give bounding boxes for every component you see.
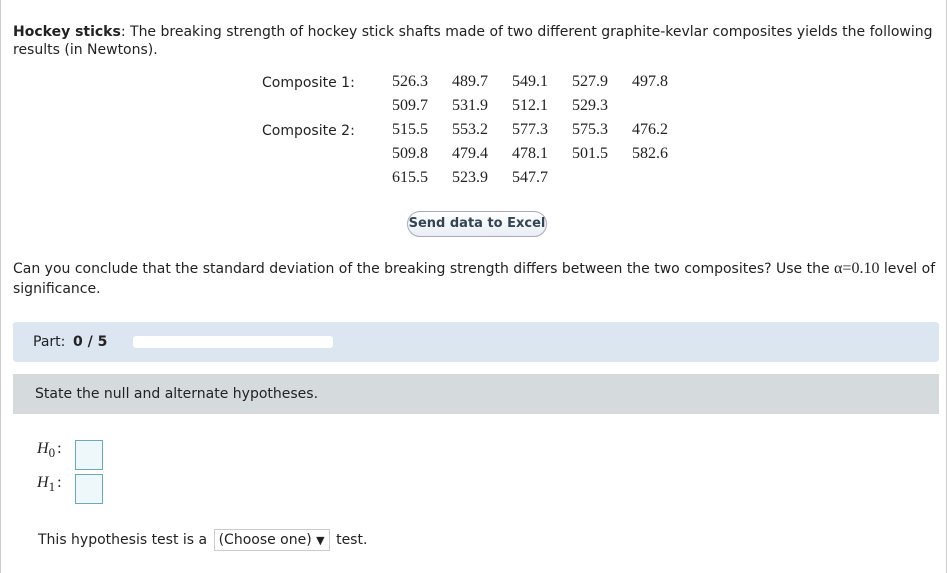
data-value: 515.5 — [392, 121, 428, 138]
data-value: 479.4 — [452, 145, 488, 162]
question-end: level of significance. — [13, 261, 936, 297]
problem-title: Hockey sticks — [13, 24, 121, 40]
alpha: α=0.10 — [834, 260, 880, 277]
data-value: 501.5 — [572, 145, 608, 162]
select-text: (Choose one) — [218, 532, 312, 548]
problem-body: : The breaking strength of hockey stick … — [13, 24, 933, 58]
composite-label: Composite 1: — [262, 75, 355, 91]
send-excel-button[interactable]: Send data to Excel — [407, 211, 547, 237]
data-value: 509.8 — [392, 145, 428, 162]
hypothesis-separator: : — [57, 474, 62, 491]
data-value: 547.7 — [512, 169, 548, 186]
hypothesis-subscript: 1 — [48, 479, 56, 495]
data-value: 478.1 — [512, 145, 548, 162]
test-before: This hypothesis test is a — [38, 532, 208, 548]
step-header: State the null and alternate hypotheses. — [13, 374, 939, 414]
data-value: 577.3 — [512, 121, 548, 138]
data-value: 489.7 — [452, 73, 488, 90]
data-value: 529.3 — [572, 97, 608, 114]
hypothesis-label: H0: — [37, 440, 62, 461]
test-line: This hypothesis test is a (Choose one) ▼… — [38, 529, 367, 551]
data-value: 509.7 — [392, 97, 428, 114]
question-text: Can you conclude that the standard devia… — [13, 261, 835, 277]
composite-label: Composite 2: — [262, 123, 355, 139]
part-label: Part: — [33, 334, 66, 350]
data-value: 527.9 — [572, 73, 608, 90]
hypothesis-subscript: 0 — [48, 445, 56, 461]
test-after: test. — [336, 532, 368, 548]
data-value: 553.2 — [452, 121, 488, 138]
data-value: 531.9 — [452, 97, 488, 114]
hypothesis-separator: : — [57, 440, 62, 457]
select-arrow: ▼ — [316, 534, 325, 547]
data-value: 497.8 — [632, 73, 668, 90]
step-prompt: State the null and alternate hypotheses. — [35, 386, 319, 402]
part-bar: Part: 0 / 5 — [13, 322, 939, 362]
hypothesis-symbol: H — [37, 474, 49, 491]
data-value: 476.2 — [632, 121, 668, 138]
part-progress: 0 / 5 — [73, 334, 108, 350]
data-value: 526.3 — [392, 73, 428, 90]
hypothesis-input[interactable] — [75, 440, 103, 470]
data-value: 582.6 — [632, 145, 668, 162]
hypothesis-input[interactable] — [75, 474, 103, 504]
progress-bar — [133, 336, 333, 348]
hypothesis-symbol: H — [37, 440, 49, 457]
data-value: 615.5 — [392, 169, 428, 186]
data-value: 523.9 — [452, 169, 488, 186]
question: Can you conclude that the standard devia… — [13, 259, 938, 299]
data-value: 512.1 — [512, 97, 548, 114]
problem-text: Hockey sticks: The breaking strength of … — [13, 23, 938, 59]
hypothesis-label: H1: — [37, 474, 62, 495]
tail-select[interactable]: (Choose one) ▼ — [213, 529, 330, 551]
data-value: 549.1 — [512, 73, 548, 90]
data-value: 575.3 — [572, 121, 608, 138]
